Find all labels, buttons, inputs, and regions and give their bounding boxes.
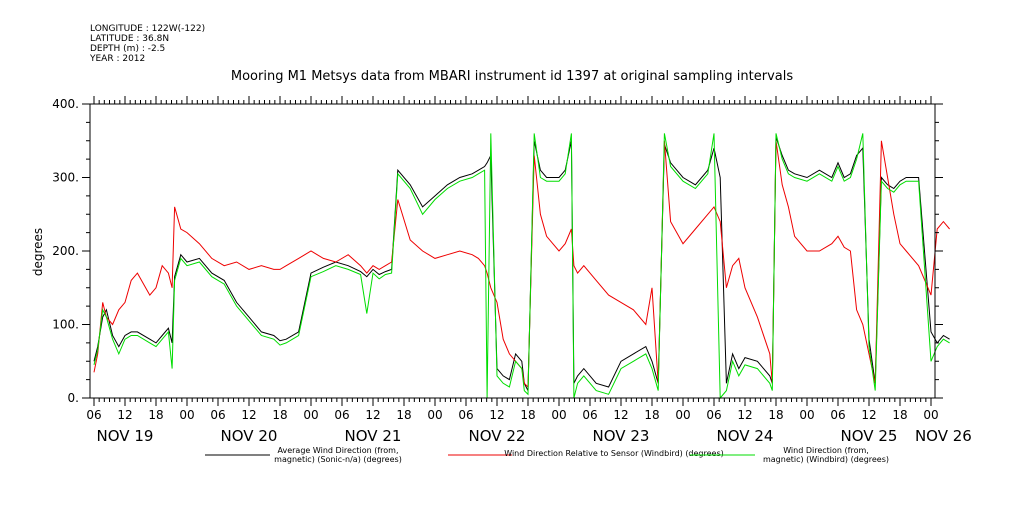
x-tick-label: 06: [830, 408, 845, 422]
x-tick-label: 06: [582, 408, 597, 422]
x-day-label: NOV 25: [841, 427, 898, 445]
x-tick-label: 00: [303, 408, 318, 422]
x-tick-label: 12: [489, 408, 504, 422]
x-day-label: NOV 19: [97, 427, 154, 445]
y-tick-label: 200.: [52, 244, 79, 258]
legend-label-2: Wind Direction Relative to Sensor (Windb…: [504, 449, 724, 458]
legend-label-1: Average Wind Direction (from,: [277, 446, 398, 455]
legend-label-1-line2: magnetic) (Sonic-n/a) (degrees): [274, 455, 402, 464]
x-tick-label: 18: [396, 408, 411, 422]
legend: Average Wind Direction (from,magnetic) (…: [205, 446, 889, 464]
x-tick-label: 06: [210, 408, 225, 422]
x-tick-label: 00: [799, 408, 814, 422]
legend-label-3: Wind Direction (from,: [783, 446, 869, 455]
x-day-label: NOV 24: [717, 427, 774, 445]
x-tick-label: 18: [768, 408, 783, 422]
legend-label-3-line2: magnetic) (Windbird) (degrees): [763, 455, 889, 464]
x-tick-label: 18: [272, 408, 287, 422]
meta-year: YEAR : 2012: [89, 54, 145, 64]
x-day-label: NOV 20: [221, 427, 278, 445]
axes: 0. 100. 200. 300. 400. 06 12 18 00 06 12 18 00 06 12 18…: [52, 96, 972, 445]
meta-longitude: LONGITUDE : 122W(-122): [90, 24, 205, 34]
x-tick-label: 18: [644, 408, 659, 422]
y-axis-label: degrees: [31, 228, 45, 276]
meta-latitude: LATITUDE : 36.8N: [90, 34, 169, 44]
x-day-label: NOV 21: [345, 427, 402, 445]
x-tick-label: 18: [148, 408, 163, 422]
x-tick-label: 12: [365, 408, 380, 422]
x-tick-label: 06: [86, 408, 101, 422]
x-tick-label: 00: [427, 408, 442, 422]
x-tick-label: 12: [613, 408, 628, 422]
x-tick-label: 00: [551, 408, 566, 422]
y-tick-label: 400.: [52, 97, 79, 111]
x-tick-label: 00: [675, 408, 690, 422]
x-day-label: NOV 26: [915, 427, 972, 445]
x-tick-label: 18: [892, 408, 907, 422]
x-tick-label: 12: [737, 408, 752, 422]
y-tick-label: 0.: [68, 391, 79, 405]
x-tick-label: 12: [241, 408, 256, 422]
meta-depth: DEPTH (m) : -2.5: [90, 44, 165, 54]
y-tick-label: 100.: [52, 318, 79, 332]
x-tick-label: 00: [179, 408, 194, 422]
x-tick-label: 12: [117, 408, 132, 422]
x-tick-label: 18: [520, 408, 535, 422]
series-line-2: [93, 140, 950, 389]
x-day-label: NOV 22: [469, 427, 526, 445]
x-tick-label: 06: [458, 408, 473, 422]
x-tick-label: 06: [334, 408, 349, 422]
x-tick-label: 06: [706, 408, 721, 422]
x-day-label: NOV 23: [593, 427, 650, 445]
x-tick-label: 12: [861, 408, 876, 422]
series-line-3: [93, 133, 950, 400]
plot-lines: [93, 133, 950, 400]
chart-title: Mooring M1 Metsys data from MBARI instru…: [231, 69, 793, 84]
x-tick-label: 00: [923, 408, 938, 422]
y-tick-label: 300.: [52, 171, 79, 185]
